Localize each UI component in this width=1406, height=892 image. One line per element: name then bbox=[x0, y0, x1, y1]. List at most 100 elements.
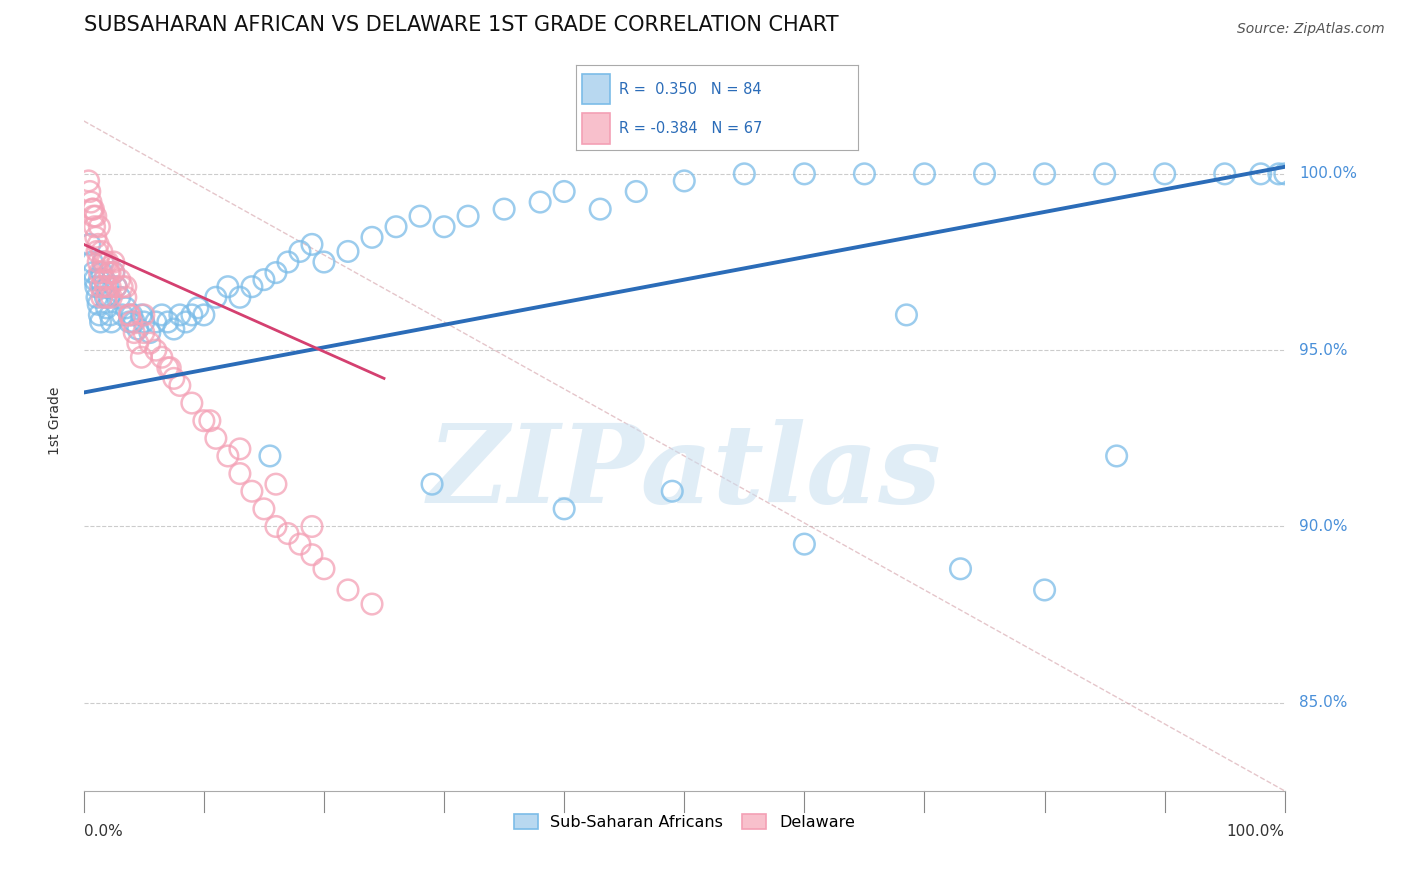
Point bbox=[100, 290, 122, 304]
Point bbox=[193, 308, 215, 322]
Point bbox=[82, 255, 104, 269]
Point bbox=[385, 219, 408, 234]
Point bbox=[132, 315, 155, 329]
Point bbox=[114, 279, 136, 293]
Point bbox=[98, 266, 121, 280]
Point bbox=[229, 290, 252, 304]
Point bbox=[145, 315, 167, 329]
Point bbox=[914, 167, 936, 181]
Point bbox=[673, 174, 696, 188]
Text: Source: ZipAtlas.com: Source: ZipAtlas.com bbox=[1237, 22, 1385, 37]
Point bbox=[205, 290, 228, 304]
Point bbox=[264, 266, 287, 280]
Point bbox=[91, 255, 114, 269]
Point bbox=[103, 255, 125, 269]
Point bbox=[793, 537, 815, 551]
Point bbox=[793, 167, 815, 181]
Point bbox=[122, 326, 145, 340]
Point bbox=[103, 266, 125, 280]
Point bbox=[98, 279, 121, 293]
Point bbox=[312, 562, 335, 576]
Point bbox=[103, 266, 125, 280]
Point bbox=[118, 315, 141, 329]
Point bbox=[277, 526, 299, 541]
Point bbox=[1268, 167, 1291, 181]
Point bbox=[733, 167, 755, 181]
Point bbox=[159, 360, 181, 375]
Point bbox=[98, 290, 121, 304]
Point bbox=[589, 202, 612, 216]
Point bbox=[89, 219, 111, 234]
Point bbox=[1105, 449, 1128, 463]
Point bbox=[100, 315, 122, 329]
Point bbox=[288, 244, 311, 259]
Point bbox=[409, 209, 432, 223]
Text: 95.0%: 95.0% bbox=[1299, 343, 1348, 358]
Point bbox=[288, 537, 311, 551]
Point bbox=[96, 301, 118, 315]
Point bbox=[180, 308, 202, 322]
Point bbox=[84, 279, 107, 293]
Point bbox=[187, 301, 209, 315]
Text: SUBSAHARAN AFRICAN VS DELAWARE 1ST GRADE CORRELATION CHART: SUBSAHARAN AFRICAN VS DELAWARE 1ST GRADE… bbox=[84, 15, 838, 35]
Point bbox=[626, 185, 648, 199]
Point bbox=[82, 209, 104, 223]
Point bbox=[553, 501, 575, 516]
Point bbox=[1153, 167, 1175, 181]
Point bbox=[121, 315, 143, 329]
Point bbox=[264, 477, 287, 491]
Point bbox=[89, 266, 111, 280]
Point bbox=[94, 290, 117, 304]
Point bbox=[193, 414, 215, 428]
Point bbox=[86, 290, 108, 304]
Point bbox=[312, 255, 335, 269]
Point bbox=[277, 255, 299, 269]
Point bbox=[87, 255, 110, 269]
Point bbox=[259, 449, 281, 463]
Point bbox=[361, 230, 384, 244]
Point bbox=[96, 290, 118, 304]
Point bbox=[1274, 167, 1296, 181]
Point bbox=[420, 477, 443, 491]
Point bbox=[79, 237, 101, 252]
Point bbox=[105, 279, 128, 293]
Point bbox=[553, 185, 575, 199]
Point bbox=[82, 266, 104, 280]
Point bbox=[132, 308, 155, 322]
Point bbox=[84, 209, 107, 223]
Point bbox=[229, 442, 252, 456]
Point bbox=[93, 273, 115, 287]
Point bbox=[301, 548, 323, 562]
Point bbox=[150, 350, 173, 364]
Point bbox=[494, 202, 516, 216]
Point bbox=[79, 185, 101, 199]
Point bbox=[87, 297, 110, 311]
Point bbox=[1094, 167, 1116, 181]
Point bbox=[97, 255, 120, 269]
Point bbox=[90, 290, 112, 304]
Point bbox=[139, 326, 162, 340]
Point bbox=[301, 237, 323, 252]
Point bbox=[114, 301, 136, 315]
Point bbox=[122, 315, 145, 329]
Point bbox=[253, 273, 276, 287]
Point bbox=[896, 308, 918, 322]
Point bbox=[105, 279, 128, 293]
Point bbox=[198, 414, 221, 428]
Point bbox=[1033, 582, 1056, 597]
Point bbox=[90, 279, 112, 293]
Point bbox=[132, 326, 155, 340]
Point bbox=[94, 279, 117, 293]
Point bbox=[114, 290, 136, 304]
Point bbox=[217, 449, 239, 463]
Point bbox=[217, 279, 239, 293]
Point bbox=[853, 167, 876, 181]
Point bbox=[949, 562, 972, 576]
Point bbox=[84, 230, 107, 244]
Text: ZIPatlas: ZIPatlas bbox=[427, 418, 941, 526]
Point bbox=[111, 279, 134, 293]
Point bbox=[240, 279, 263, 293]
Point bbox=[90, 244, 112, 259]
Point bbox=[80, 195, 103, 210]
Point bbox=[89, 273, 111, 287]
